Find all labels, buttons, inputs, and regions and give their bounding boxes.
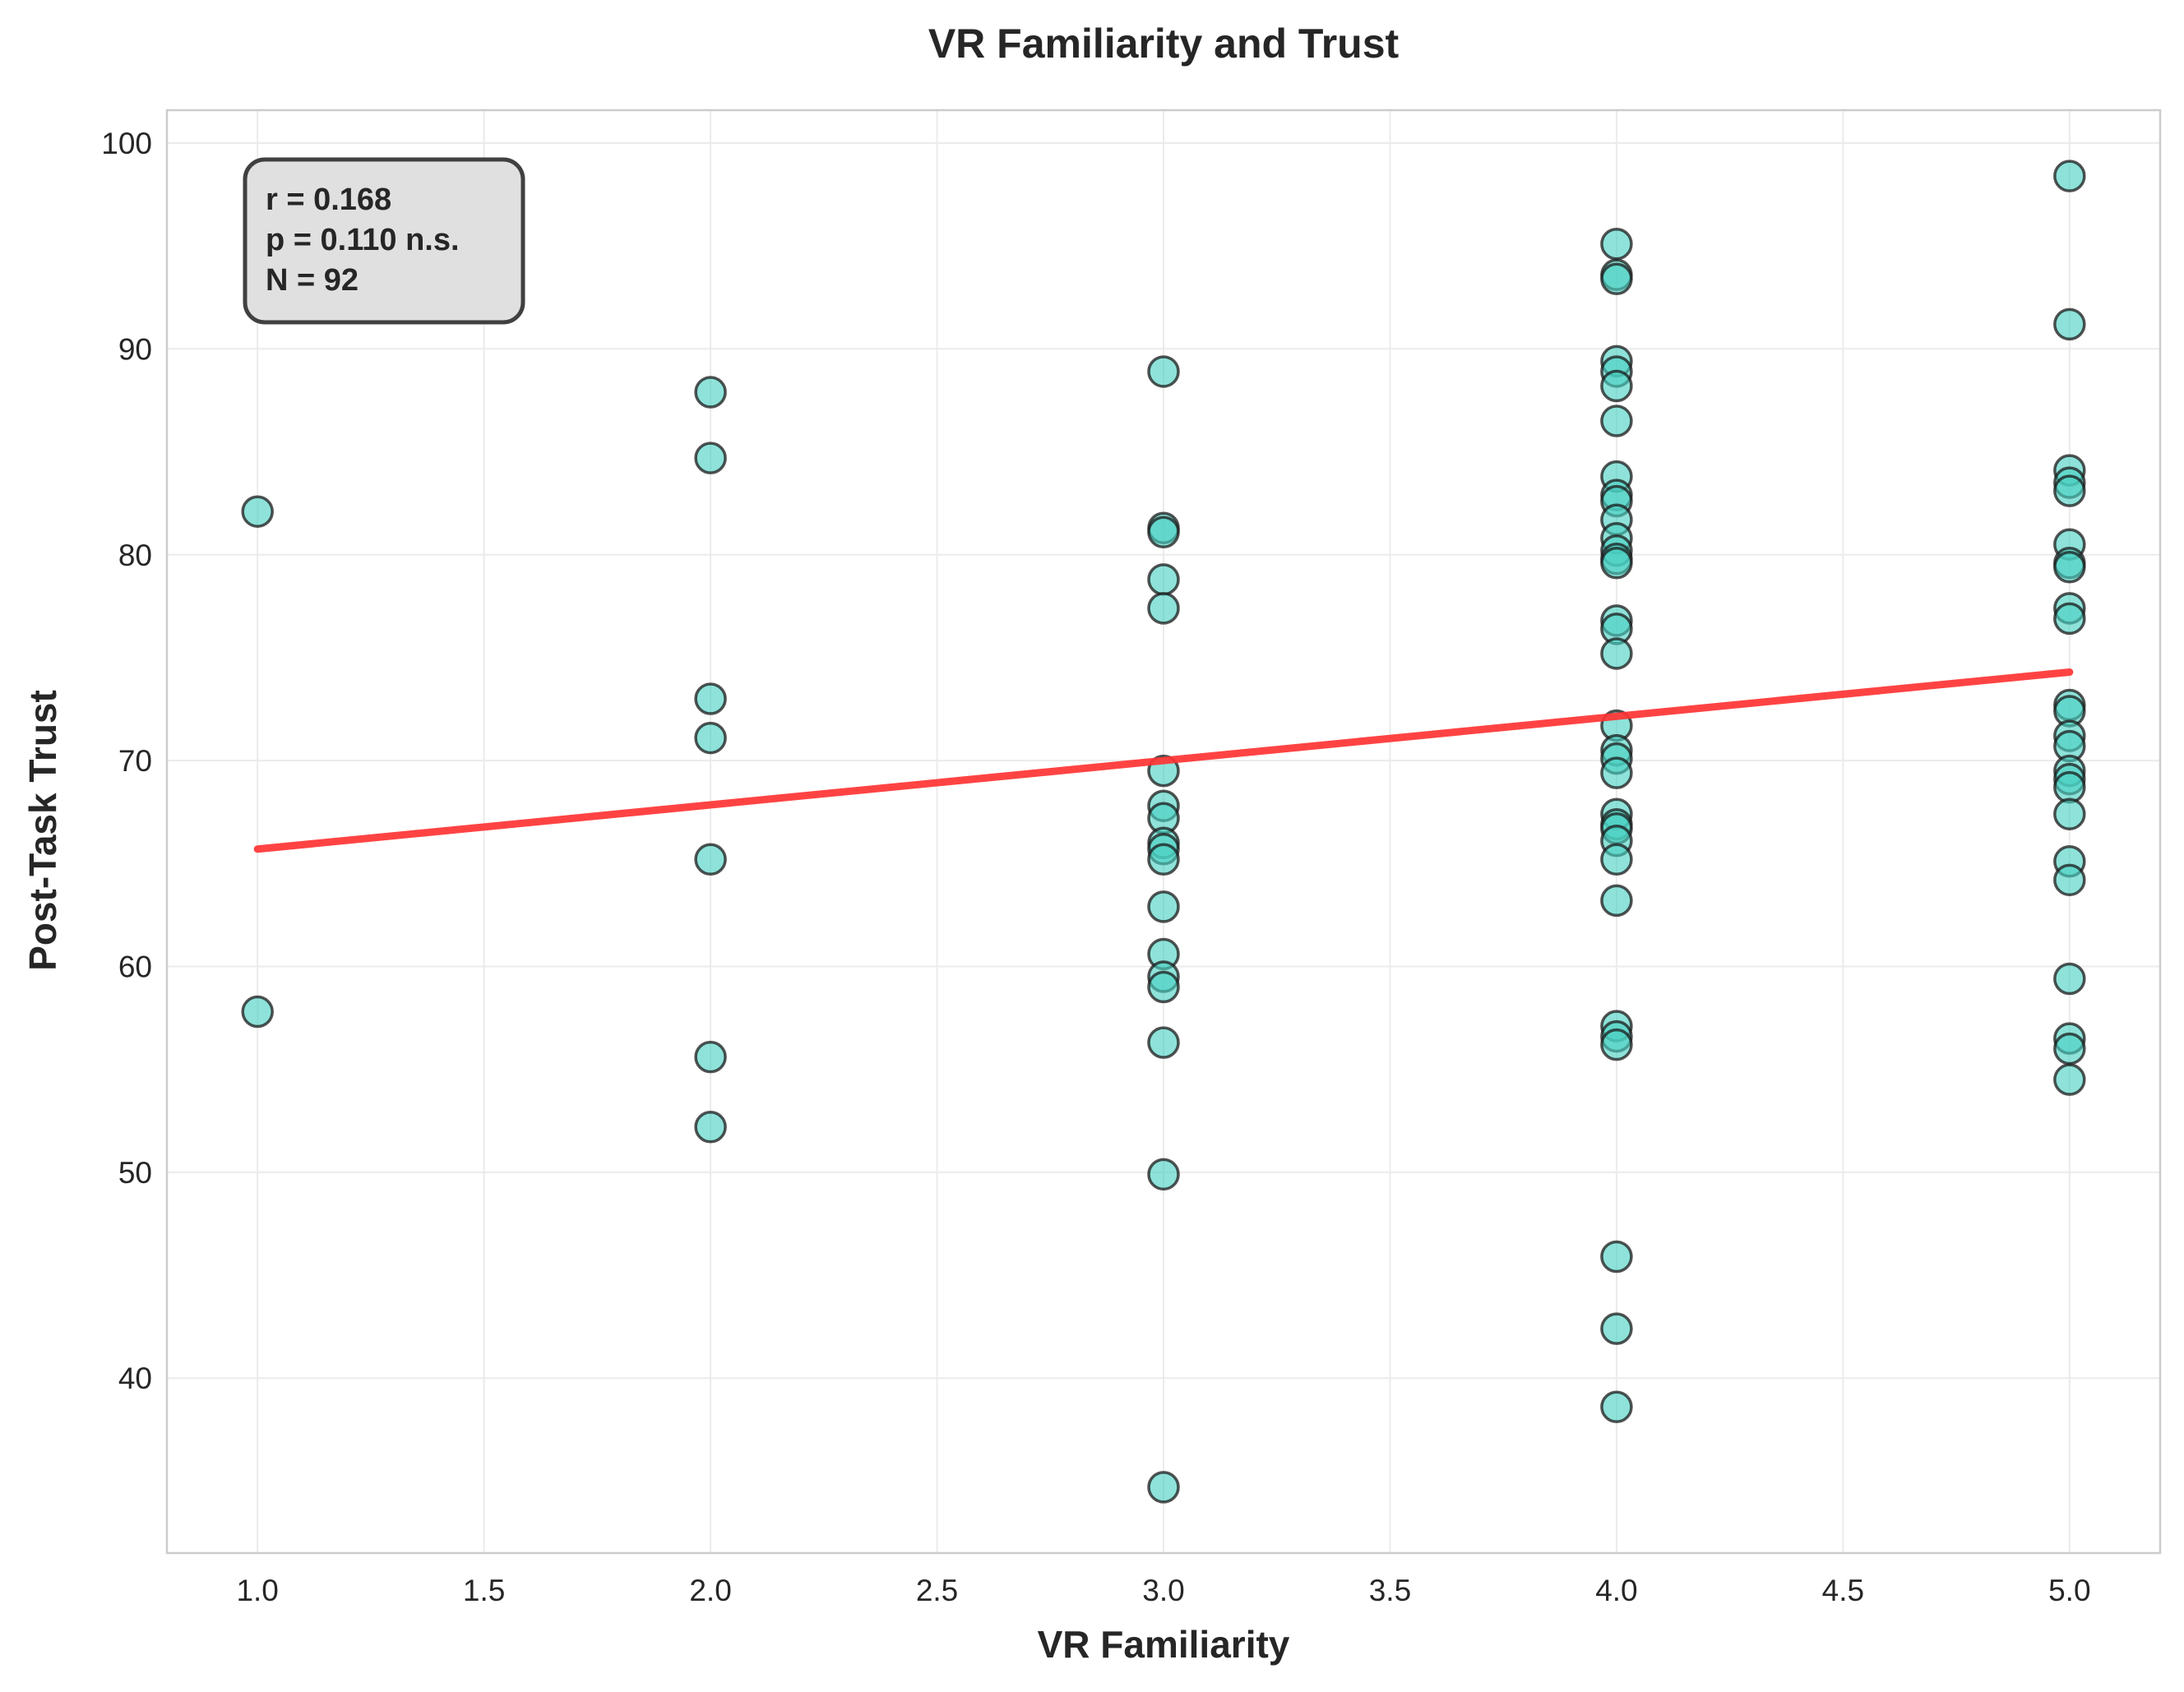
y-tick-label: 80 — [118, 539, 152, 572]
y-axis-label: Post-Task Trust — [21, 690, 64, 971]
y-tick-label: 40 — [118, 1361, 152, 1395]
data-point — [2053, 1032, 2086, 1066]
x-axis-ticks: 1.0 1.5 2.0 2.5 3.0 3.5 4.0 4.5 5.0 — [236, 1574, 2090, 1607]
data-point — [1147, 1026, 1180, 1059]
data-point — [2053, 474, 2086, 507]
data-point — [1147, 592, 1180, 625]
data-point — [1600, 1240, 1633, 1274]
data-point — [1147, 515, 1180, 548]
data-point — [694, 376, 727, 409]
data-point — [1147, 563, 1180, 596]
data-point — [1600, 843, 1633, 876]
stats-annotation: r = 0.168 p = 0.110 n.s. N = 92 — [243, 157, 525, 325]
data-point — [2053, 863, 2086, 897]
data-point — [694, 682, 727, 715]
stats-annotation-box — [243, 157, 525, 325]
data-point — [2053, 307, 2086, 341]
data-point — [1600, 637, 1633, 670]
data-point — [1600, 547, 1633, 580]
data-point — [1600, 405, 1633, 437]
x-tick-label: 2.0 — [689, 1574, 731, 1607]
data-point — [694, 1111, 727, 1144]
data-point — [1600, 884, 1633, 918]
x-tick-label: 3.0 — [1142, 1574, 1184, 1607]
data-point — [1600, 1028, 1633, 1061]
data-point — [2053, 159, 2086, 192]
y-tick-label: 70 — [118, 744, 152, 778]
data-point — [2053, 1063, 2086, 1096]
y-axis-ticks: 40 50 60 70 80 90 100 — [101, 127, 152, 1395]
y-tick-label: 100 — [101, 127, 152, 160]
x-tick-label: 4.5 — [1822, 1574, 1864, 1607]
data-point — [1147, 1158, 1180, 1191]
data-points — [241, 159, 2086, 1504]
regression-line — [253, 668, 2074, 853]
y-tick-label: 60 — [118, 950, 152, 983]
x-tick-label: 1.0 — [236, 1574, 278, 1607]
x-tick-label: 5.0 — [2048, 1574, 2090, 1607]
data-point — [241, 495, 274, 528]
data-point — [1600, 262, 1633, 296]
data-point — [1147, 843, 1180, 876]
data-point — [1600, 756, 1633, 789]
plot-frame — [165, 109, 2162, 1555]
y-tick-label: 90 — [118, 332, 152, 366]
x-tick-label: 3.5 — [1369, 1574, 1411, 1607]
data-point — [2053, 962, 2086, 996]
y-tick-label: 50 — [118, 1156, 152, 1190]
data-point — [694, 1040, 727, 1074]
data-point — [2053, 770, 2086, 804]
data-point — [1147, 355, 1180, 388]
data-point — [1600, 1390, 1633, 1423]
data-point — [1600, 1312, 1633, 1345]
data-point — [2053, 551, 2086, 584]
stat-r-value: r = 0.168 — [266, 183, 391, 217]
data-point — [694, 843, 727, 876]
chart-title: VR Familiarity and Trust — [928, 21, 1400, 67]
data-point — [1147, 970, 1180, 1004]
regression-line-group — [253, 668, 2074, 853]
data-point — [1600, 227, 1633, 261]
x-tick-label: 4.0 — [1595, 1574, 1637, 1607]
data-point — [694, 721, 727, 755]
data-point — [241, 995, 274, 1029]
data-point — [694, 441, 727, 474]
data-point — [2053, 602, 2086, 636]
stat-p-value: p = 0.110 n.s. — [266, 223, 460, 257]
x-tick-label: 1.5 — [463, 1574, 505, 1607]
x-axis-label: VR Familiarity — [1038, 1623, 1290, 1666]
data-point — [1147, 1471, 1180, 1504]
data-point — [1147, 890, 1180, 923]
data-point — [2053, 797, 2086, 830]
x-tick-label: 2.5 — [916, 1574, 958, 1607]
data-point — [1600, 369, 1633, 403]
stat-n-value: N = 92 — [266, 263, 359, 298]
